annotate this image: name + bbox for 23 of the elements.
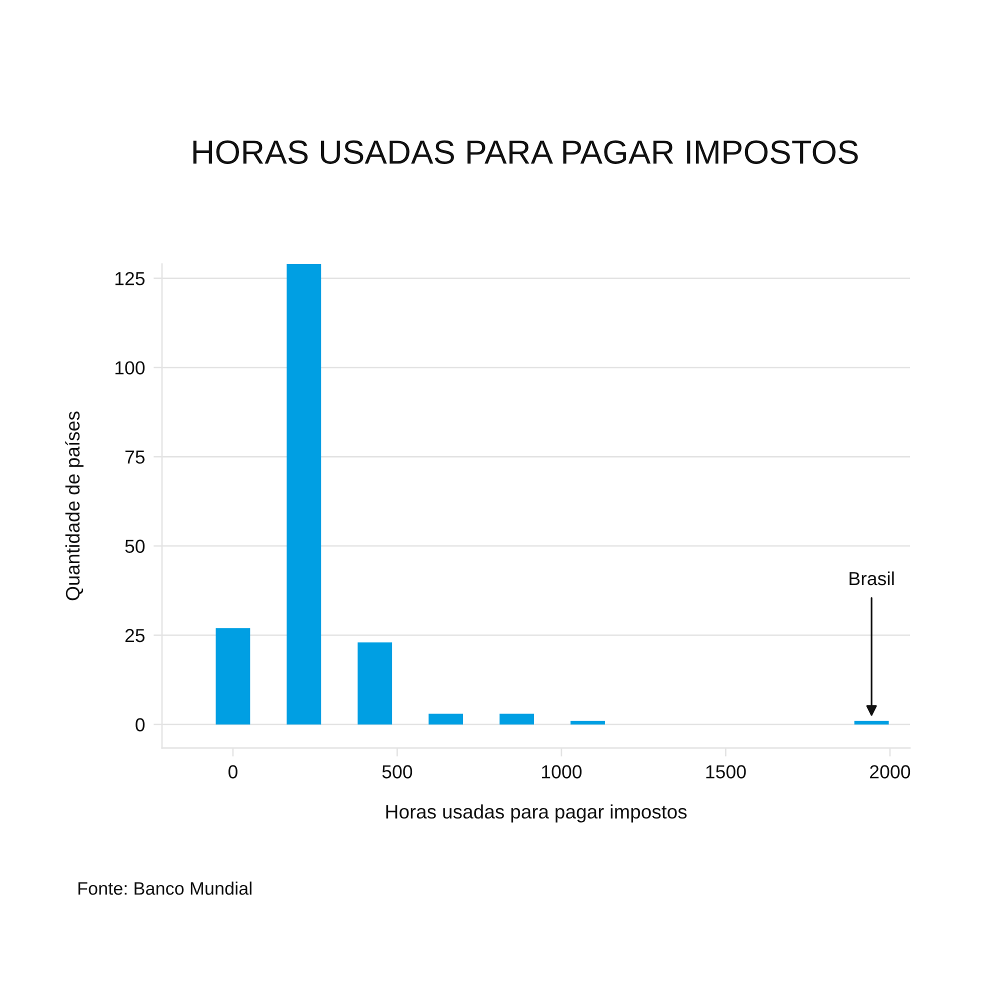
y-tick-label: 75 <box>125 450 145 464</box>
y-tick-label: 25 <box>125 628 145 642</box>
x-tick-label: 0 <box>228 765 238 778</box>
x-tick-label: 2000 <box>870 765 910 778</box>
bar <box>216 628 250 724</box>
bar <box>358 642 392 724</box>
x-tick-label: 500 <box>382 765 412 778</box>
bar <box>854 720 889 724</box>
x-axis-title: Horas usadas para pagar impostos <box>386 804 687 822</box>
x-tick-label: 1000 <box>542 765 582 778</box>
bar <box>286 264 322 724</box>
source-note: Fonte: Banco Mundial <box>78 882 252 895</box>
y-tick-label: 125 <box>115 272 145 286</box>
bar <box>500 714 534 724</box>
y-tick-label: 100 <box>115 361 145 374</box>
bar <box>428 714 464 724</box>
bar <box>570 720 605 724</box>
x-tick-label: 1500 <box>706 765 746 778</box>
chart-title: HORAS USADAS PARA PAGAR IMPOSTOS <box>193 140 858 164</box>
y-tick-label: 0 <box>136 718 145 732</box>
annotation: Brasil <box>850 571 894 586</box>
y-tick-label: 50 <box>125 540 145 553</box>
y-axis-title: Quantidade de países <box>65 412 84 600</box>
